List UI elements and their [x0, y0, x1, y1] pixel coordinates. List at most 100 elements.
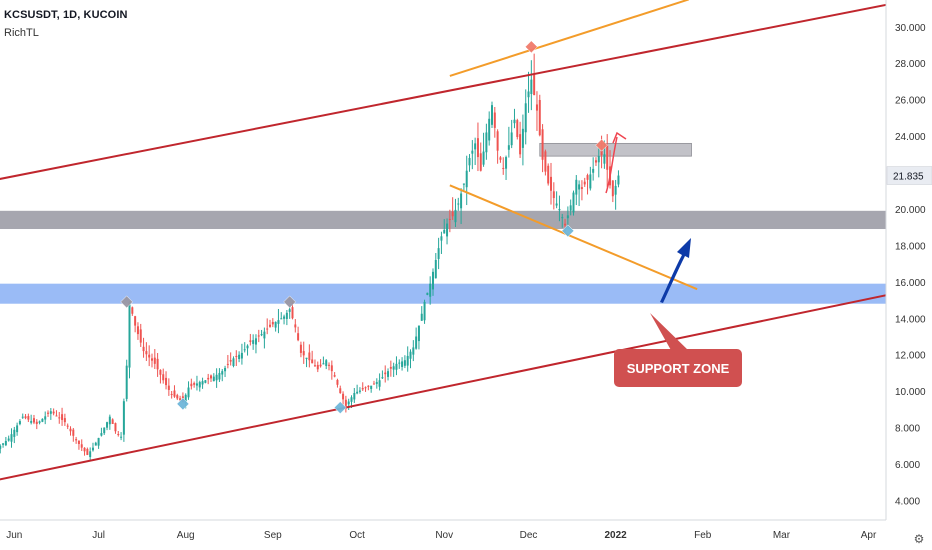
candle	[437, 237, 440, 270]
marker-diamond	[333, 401, 347, 414]
candle-body	[63, 418, 66, 423]
candle-body	[538, 99, 541, 136]
candle	[519, 121, 522, 158]
candle-body	[232, 358, 235, 367]
candle	[406, 346, 409, 372]
candle-body	[566, 215, 569, 219]
candle-body	[342, 393, 345, 400]
candle	[372, 380, 375, 385]
candle	[443, 219, 446, 234]
candle-body	[49, 411, 52, 414]
candle-body	[552, 191, 555, 199]
candle	[117, 430, 120, 437]
candle	[378, 373, 381, 391]
candle	[24, 414, 27, 420]
candle-body	[4, 440, 7, 446]
candle	[550, 162, 553, 205]
candle	[111, 418, 114, 424]
candle-body	[465, 170, 468, 188]
candle-body	[521, 128, 524, 148]
candle-body	[128, 301, 131, 368]
candle-body	[32, 418, 35, 423]
candle-body	[134, 316, 137, 326]
candle	[212, 373, 215, 382]
candle-body	[215, 374, 218, 381]
candle-body	[372, 383, 375, 385]
candle	[597, 148, 600, 178]
candle	[586, 173, 589, 195]
candle-body	[597, 156, 600, 163]
candle	[395, 356, 398, 376]
candle	[91, 442, 94, 452]
candle-body	[507, 145, 510, 150]
candle	[606, 134, 609, 188]
candle-body	[10, 434, 13, 442]
candle	[381, 370, 384, 380]
candle-body	[322, 363, 325, 365]
candle-body	[420, 313, 423, 321]
candle-body	[575, 179, 578, 195]
candle	[226, 355, 229, 369]
candle	[32, 414, 35, 425]
candle-body	[434, 259, 437, 279]
candle-body	[395, 363, 398, 370]
candle	[521, 114, 524, 166]
candle	[370, 385, 373, 393]
candle	[358, 387, 361, 394]
candle	[2, 442, 5, 448]
candle-body	[535, 104, 538, 111]
candle-body	[454, 209, 457, 223]
candle-body	[297, 333, 300, 341]
candle-body	[114, 423, 117, 432]
candle	[269, 319, 272, 328]
candle-body	[305, 357, 308, 359]
candle-body	[139, 329, 142, 343]
candle-body	[235, 355, 238, 357]
candle	[167, 378, 170, 396]
candle-body	[257, 335, 260, 337]
candle	[417, 325, 420, 350]
lower-red-channel-line	[0, 294, 886, 481]
candle-body	[364, 387, 367, 389]
candle	[457, 197, 460, 211]
candle-body	[594, 160, 597, 163]
candle-body	[606, 145, 609, 170]
candle	[493, 107, 496, 138]
candle	[336, 378, 339, 388]
candle	[61, 407, 64, 426]
candle	[274, 321, 277, 332]
candle	[238, 351, 241, 363]
candle-body	[468, 157, 471, 166]
candle-body	[550, 176, 553, 191]
gear-icon[interactable]: ⚙	[913, 532, 925, 546]
candle-body	[72, 429, 75, 436]
candle-body	[375, 382, 378, 384]
candle-body	[564, 223, 567, 226]
candle-body	[27, 416, 30, 420]
candle-body	[21, 416, 24, 418]
candle	[580, 180, 583, 201]
candle-body	[66, 425, 69, 427]
candle-body	[533, 74, 536, 96]
candle	[364, 386, 367, 392]
candle-body	[243, 349, 246, 351]
candle-body	[47, 412, 50, 414]
candle	[297, 326, 300, 342]
candle	[257, 329, 260, 343]
candle	[156, 353, 159, 377]
candle-body	[311, 359, 314, 364]
candle	[530, 60, 533, 111]
candle	[552, 182, 555, 210]
candle	[389, 360, 392, 377]
candle	[513, 108, 516, 129]
candle-body	[401, 361, 404, 367]
candle	[488, 111, 491, 146]
candle-body	[167, 385, 170, 390]
candle-body	[583, 181, 586, 185]
candle	[392, 362, 395, 377]
candle-body	[580, 187, 583, 189]
candle-body	[52, 411, 55, 414]
candle-body	[586, 175, 589, 180]
candle	[299, 341, 302, 358]
